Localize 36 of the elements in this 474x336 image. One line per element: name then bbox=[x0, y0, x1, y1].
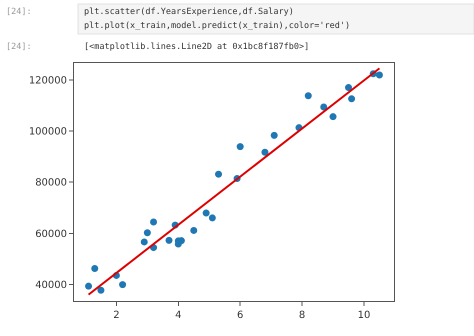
point bbox=[208, 214, 216, 222]
point bbox=[140, 238, 148, 246]
point bbox=[348, 95, 356, 102]
text: plt.plot(x_train,model.predict(x_train),color='red') bbox=[84, 21, 350, 31]
y-tick-label: 120000 bbox=[28, 75, 67, 86]
text: [<matplotlib.lines.Line2D at 0x1bc8f187fb0>] bbox=[84, 42, 310, 52]
text: [24]: bbox=[6, 42, 32, 52]
point bbox=[330, 113, 337, 120]
point bbox=[270, 132, 278, 139]
point bbox=[190, 226, 198, 234]
point bbox=[91, 265, 98, 272]
point bbox=[166, 236, 173, 244]
x-tick-label: 8 bbox=[298, 310, 306, 321]
point bbox=[202, 210, 210, 217]
x-tick-label: 6 bbox=[237, 310, 244, 321]
point bbox=[215, 170, 222, 178]
point bbox=[97, 286, 104, 294]
point bbox=[236, 143, 244, 150]
point bbox=[345, 84, 352, 92]
point bbox=[304, 92, 312, 100]
y-tick-label: 100000 bbox=[28, 126, 67, 138]
point bbox=[320, 103, 328, 110]
text: [24]: bbox=[6, 7, 32, 17]
text: plt.scatter(df.YearsExperience,df.Salary) bbox=[84, 7, 294, 17]
y-tick-label: 80000 bbox=[35, 178, 67, 189]
y-tick-label: 40000 bbox=[35, 280, 67, 291]
x-tick-label: 2 bbox=[113, 310, 120, 321]
point bbox=[150, 218, 158, 226]
point bbox=[85, 282, 92, 290]
point bbox=[261, 148, 268, 156]
x-tick-label: 4 bbox=[175, 310, 182, 321]
point bbox=[119, 281, 126, 288]
point bbox=[144, 229, 151, 236]
y-tick-label: 60000 bbox=[35, 228, 67, 240]
point bbox=[376, 72, 383, 79]
x-tick-label: 10 bbox=[358, 310, 370, 321]
